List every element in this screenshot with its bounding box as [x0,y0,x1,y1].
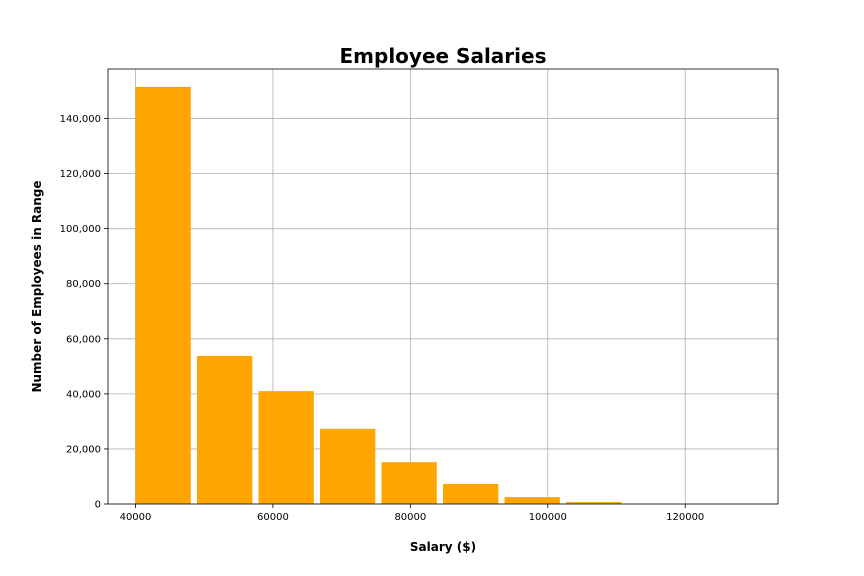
x-axis: 40000 60000 80000 100000 120000 [120,504,704,523]
x-tick-label: 120000 [666,512,704,523]
y-tick-label: 0 [95,500,101,511]
y-tick-label: 60,000 [66,334,101,345]
histogram-bar [381,462,437,504]
y-axis-title: Number of Employees in Range [30,180,44,392]
x-tick-label: 60000 [257,512,289,523]
x-tick-label: 100000 [529,512,567,523]
x-tick-label: 40000 [120,512,152,523]
histogram-bar [135,86,191,504]
x-axis-title: Salary ($) [410,540,476,554]
y-tick-label: 140,000 [60,114,101,125]
chart-title: Employee Salaries [340,44,547,68]
y-tick-label: 20,000 [66,444,101,455]
x-tick-label: 80000 [394,512,426,523]
y-tick-label: 40,000 [66,389,101,400]
y-tick-label: 100,000 [60,224,101,235]
histogram-bar [443,483,499,504]
histogram-bar [319,428,376,504]
y-tick-label: 120,000 [60,169,101,180]
plot-frame [107,68,779,505]
y-axis: 0 20,000 40,000 60,000 80,000 100,000 120,000 1… [60,114,108,511]
histogram-bar [566,502,622,504]
histogram-bar [196,355,253,504]
y-tick-label: 80,000 [66,279,101,290]
bars [135,86,622,504]
histogram-bar [258,391,314,504]
histogram-bar [504,497,560,504]
